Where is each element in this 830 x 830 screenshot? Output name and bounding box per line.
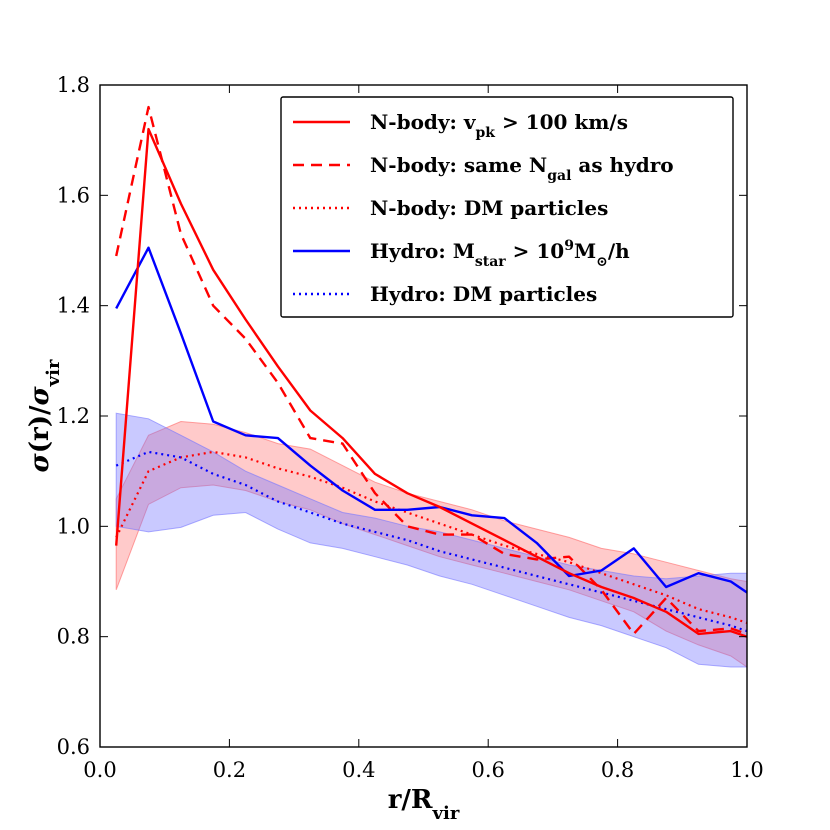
- y-axis-label: σ(r)/σvir: [25, 359, 64, 472]
- legend-label-part: ⊙: [596, 254, 608, 270]
- legend-label-part: N-body: same N: [370, 153, 547, 177]
- y-tick-label: 1.4: [57, 294, 90, 318]
- x-axis-label: r/Rvir: [388, 785, 460, 824]
- x-tick-label: 0.0: [83, 758, 116, 782]
- legend-label: N-body: DM particles: [370, 196, 608, 220]
- x-tick-label: 1.0: [730, 758, 763, 782]
- legend-label: Hydro: Mstar > 109M⊙/h: [370, 238, 630, 270]
- x-tick-label: 0.2: [213, 758, 246, 782]
- y-tick-label: 0.6: [57, 735, 90, 759]
- legend-label-part: M: [574, 239, 596, 263]
- y-axis-label-part: σ: [25, 452, 55, 472]
- x-tick-label: 0.8: [601, 758, 634, 782]
- axis-ticks: [99, 84, 748, 748]
- legend-label: Hydro: DM particles: [370, 282, 597, 306]
- y-tick-label: 1.0: [57, 514, 90, 538]
- legend-label-part: pk: [475, 125, 495, 141]
- legend-label: N-body: vpk > 100 km/s: [370, 110, 628, 141]
- legend-label-part: star: [475, 254, 506, 270]
- y-tick-label: 0.8: [57, 625, 90, 649]
- legend-label-part: gal: [547, 168, 571, 184]
- legend-label-part: 9: [564, 238, 574, 254]
- y-tick-labels: 0.6 0.8 1.0 1.2 1.4 1.6 1.8: [57, 73, 90, 759]
- x-tick-label: 0.4: [342, 758, 375, 782]
- legend-label-part: /h: [608, 239, 630, 263]
- y-tick-label: 1.8: [57, 73, 90, 97]
- x-axis-label-sub: vir: [432, 803, 460, 824]
- y-axis-label-part: vir: [43, 359, 64, 387]
- legend-label-part: > 10: [506, 239, 565, 263]
- legend-label-part: as hydro: [571, 153, 673, 177]
- y-axis-label-part: σ: [25, 385, 55, 405]
- y-axis-label-part: (r)/: [25, 405, 55, 453]
- legend-box: [280, 96, 734, 318]
- y-tick-label: 1.6: [57, 183, 90, 207]
- legend-label-part: Hydro: M: [370, 239, 475, 263]
- legend-label-part: > 100 km/s: [495, 110, 628, 134]
- legend-label-part: N-body: v: [370, 110, 477, 134]
- x-tick-labels: 0.0 0.2 0.4 0.6 0.8 1.0: [83, 758, 763, 782]
- legend-label-part: N-body: DM particles: [370, 196, 608, 220]
- legend-label-part: Hydro: DM particles: [370, 282, 597, 306]
- y-tick-label: 1.2: [57, 404, 90, 428]
- series-n-body-dm-particles: [115, 450, 748, 624]
- legend: N-body: vpk > 100 km/s N-body: same Ngal …: [280, 96, 734, 318]
- series-lines: [115, 105, 748, 638]
- x-axis-label-main: r/R: [388, 785, 433, 815]
- x-tick-label: 0.6: [471, 758, 504, 782]
- series-n-body-vpk: [115, 127, 748, 638]
- legend-label: N-body: same Ngal as hydro: [370, 153, 674, 184]
- series-hydro-dm-particles: [115, 450, 748, 633]
